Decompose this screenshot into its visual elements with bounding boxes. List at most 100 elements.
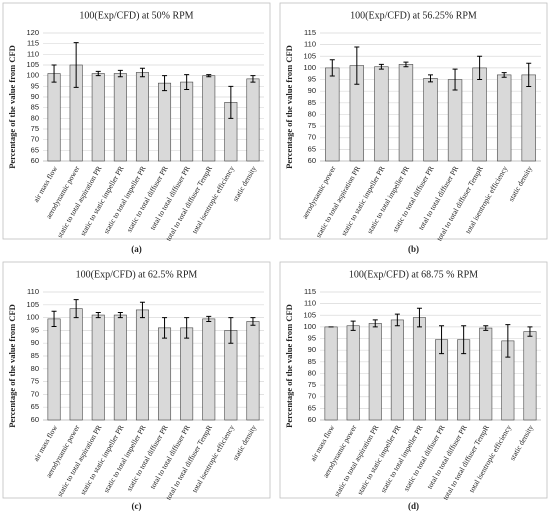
y-axis-label: Percentage of the value from CFD <box>284 45 294 169</box>
y-tick-label: 95 <box>308 334 316 343</box>
error-bar <box>350 320 356 331</box>
chart-title: 100(Exp/CFD) at 68.75 % RPM <box>349 269 478 280</box>
error-bar <box>394 313 400 327</box>
error-bar <box>439 325 445 355</box>
error-bar <box>139 301 145 319</box>
error-bar <box>184 317 190 339</box>
bar <box>113 314 127 421</box>
error-bar <box>461 325 467 355</box>
bar <box>472 67 487 162</box>
y-tick-label: 60 <box>308 156 316 165</box>
chart-title: 100(Exp/CFD) at 50% RPM <box>79 10 193 21</box>
error-bar <box>250 75 256 83</box>
y-tick-label: 110 <box>27 49 39 58</box>
y-tick-label: 100 <box>26 313 39 322</box>
bar <box>47 318 61 421</box>
error-bar <box>527 326 533 337</box>
y-tick-label: 75 <box>308 380 316 389</box>
bar <box>224 330 238 421</box>
panel-label: (b) <box>408 244 419 254</box>
bar <box>202 318 216 421</box>
y-tick-label: 80 <box>308 109 316 118</box>
y-tick-label: 80 <box>31 113 39 122</box>
y-tick-label: 105 <box>26 300 39 309</box>
y-tick-label: 120 <box>26 28 39 37</box>
y-tick-label: 100 <box>26 71 39 80</box>
error-bar <box>51 310 57 328</box>
panel-label: (d) <box>408 501 419 511</box>
y-tick-label: 90 <box>31 338 39 347</box>
error-bar <box>117 311 123 319</box>
y-tick-label: 80 <box>31 364 39 373</box>
y-tick-label: 100 <box>303 322 316 331</box>
panel-label: (c) <box>132 501 142 511</box>
error-bar <box>206 74 212 78</box>
chart-title: 100(Exp/CFD) at 56.25% RPM <box>350 10 477 21</box>
bar <box>325 67 340 162</box>
bar <box>398 64 414 162</box>
y-axis-label: Percentage of the value from CFD <box>7 45 17 169</box>
y-tick-label: 110 <box>304 40 316 49</box>
bar <box>324 326 338 421</box>
y-tick-label: 105 <box>303 310 316 319</box>
error-bar <box>250 317 256 326</box>
y-tick-label: 115 <box>304 28 316 37</box>
y-axis-label: Percentage of the value from CFD <box>284 304 294 428</box>
bar <box>496 74 512 162</box>
bar <box>158 327 172 421</box>
error-bar <box>162 75 168 92</box>
bar <box>158 82 172 162</box>
y-tick-label: 70 <box>31 135 39 144</box>
y-tick-label: 70 <box>308 133 316 142</box>
bar <box>246 321 260 421</box>
y-tick-label: 65 <box>308 144 316 153</box>
chart-panel: 100(Exp/CFD) at 68.75 % RPM 60 65 70 75 80 85 9… <box>279 261 548 511</box>
bar <box>91 314 105 421</box>
y-tick-label: 105 <box>303 51 316 60</box>
y-tick-label: 75 <box>31 124 39 133</box>
error-bar <box>73 42 79 88</box>
y-tick-label: 95 <box>31 325 39 334</box>
y-tick-label: 65 <box>31 402 39 411</box>
bar <box>521 74 536 162</box>
error-bar <box>117 69 123 78</box>
bar <box>135 309 149 421</box>
error-bar <box>378 63 384 70</box>
panel-label: (a) <box>131 244 142 254</box>
y-tick-label: 115 <box>27 39 39 48</box>
bar <box>135 72 149 162</box>
y-tick-label: 110 <box>27 287 39 296</box>
error-bar <box>428 74 433 83</box>
error-bar <box>95 70 101 77</box>
error-bar <box>95 311 101 319</box>
bar <box>91 73 105 162</box>
bar <box>390 319 404 421</box>
bar <box>523 331 537 421</box>
y-tick-label: 105 <box>26 60 39 69</box>
y-axis-label: Percentage of the value from CFD <box>7 304 17 428</box>
bar <box>412 317 426 421</box>
bar <box>423 78 438 162</box>
y-tick-label: 90 <box>31 92 39 101</box>
y-tick-label: 60 <box>31 415 39 424</box>
error-bar <box>403 61 409 68</box>
error-bar <box>501 72 507 78</box>
bar <box>246 78 260 162</box>
y-tick-label: 75 <box>308 121 316 130</box>
bar <box>69 308 83 421</box>
chart-panel: 100(Exp/CFD) at 62.5% RPM 60 65 70 75 80 85 90 9… <box>2 261 271 511</box>
error-bar <box>228 85 234 119</box>
bar <box>447 79 463 162</box>
error-bar <box>206 315 212 322</box>
error-bar <box>416 307 422 328</box>
y-tick-label: 75 <box>31 377 39 386</box>
bar <box>374 66 389 162</box>
y-tick-label: 115 <box>304 287 316 296</box>
bar <box>47 73 61 162</box>
error-bar <box>162 317 168 339</box>
error-bar <box>372 319 378 328</box>
y-tick-label: 85 <box>31 351 39 360</box>
error-bar <box>329 59 335 77</box>
error-bar <box>505 324 511 358</box>
